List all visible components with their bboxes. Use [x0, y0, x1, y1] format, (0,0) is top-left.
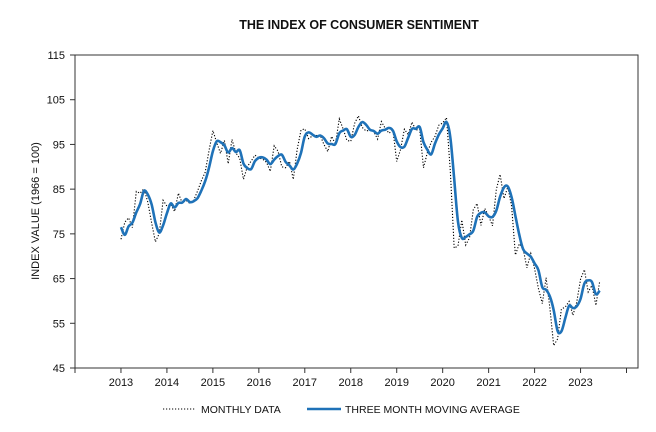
x-tick-label: 2013: [109, 377, 133, 389]
x-axis: 2013 2014 2015 2016 2017 2018 2019 2020 2021 2022…: [74, 368, 628, 389]
x-tick-label: 2023: [568, 377, 592, 389]
plot-area: [74, 54, 639, 369]
x-tick-label: 2014: [155, 377, 179, 389]
y-tick-label: 105: [47, 95, 65, 107]
series-monthly-data-line: [120, 114, 601, 348]
y-tick-label: 55: [53, 318, 65, 330]
x-tick-label: 2020: [430, 377, 454, 389]
y-tick-label: 95: [53, 139, 65, 151]
x-tick-label: 2019: [384, 377, 408, 389]
legend-label-average: THREE MONTH MOVING AVERAGE: [345, 404, 520, 416]
y-tick-label: 85: [53, 184, 65, 196]
chart-title: THE INDEX OF CONSUMER SENTIMENT: [239, 18, 479, 32]
x-tick-label: 2016: [247, 377, 271, 389]
y-tick-label: 75: [53, 229, 65, 241]
x-tick-label: 2022: [522, 377, 546, 389]
legend-item-average: THREE MONTH MOVING AVERAGE: [307, 404, 520, 416]
x-tick-label: 2018: [339, 377, 363, 389]
legend-label-monthly: MONTHLY DATA: [201, 404, 281, 416]
x-tick-label: 2017: [293, 377, 317, 389]
y-tick-label: 65: [53, 274, 65, 286]
y-axis-label: INDEX VALUE (1966 = 100): [30, 142, 42, 280]
y-tick-label: 45: [53, 363, 65, 375]
x-tick-label: 2021: [476, 377, 500, 389]
y-axis: 45 55 65 75 85 95 105 115: [47, 50, 75, 375]
legend: MONTHLY DATA THREE MONTH MOVING AVERAGE: [163, 404, 520, 416]
y-tick-label: 115: [47, 50, 65, 62]
series-group: [119, 114, 601, 348]
x-tick-label: 2015: [201, 377, 225, 389]
legend-item-monthly: MONTHLY DATA: [163, 404, 281, 416]
series-moving-average-line: [119, 120, 601, 335]
